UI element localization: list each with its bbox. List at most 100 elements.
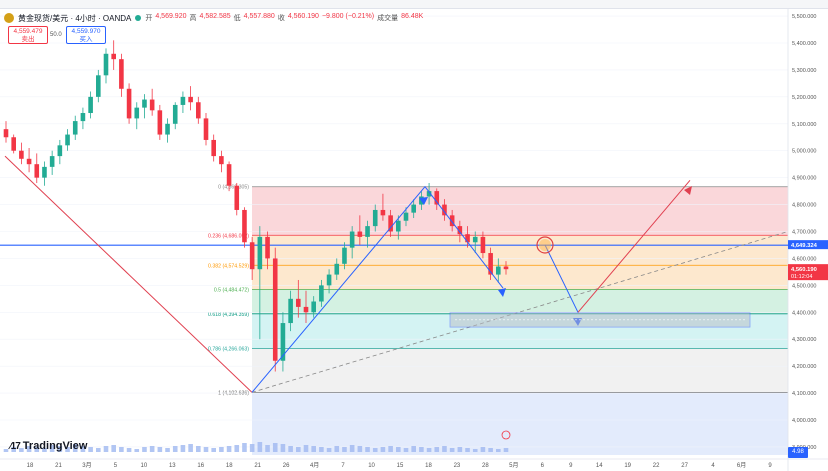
gold-coin-icon [4,13,14,23]
candle-body [96,75,101,97]
symbol-legend: 黄金现货/美元 · 4小时 · OANDA 开 4,569.920 高 4,582.… [4,11,423,25]
x-tick-label: 18 [425,463,432,469]
y-tick-label: 4,400.000 [792,310,816,316]
volume-bar [434,447,440,452]
y-tick-label: 4,300.000 [792,337,816,343]
x-tick-label: 28 [482,463,489,469]
volume-bar [472,449,478,452]
candle-body [249,242,255,270]
y-tick-label: 4,600.000 [792,256,816,262]
candle-body [372,209,378,227]
candle-body [472,236,478,243]
volume-bar [72,444,78,452]
volume-bar [196,446,201,452]
volume-bar [126,448,132,452]
volume-bar [26,446,32,452]
y-tick-label: 5,200.000 [792,95,816,101]
price-axis-label: 4,649.324 [791,243,818,249]
buy-button[interactable]: 4,559.970 买入 [66,26,106,44]
highlight-circle [536,236,554,254]
candle-body [334,263,340,275]
x-tick-label: 27 [681,463,688,469]
candle-body [219,156,224,165]
volume-bar [257,442,263,452]
corner-badge[interactable]: 4.98 [788,447,808,458]
candle-body [157,110,163,135]
candle-body [111,53,116,60]
volume-bar [157,447,163,452]
wave-path [251,185,504,393]
y-tick-label: 5,300.000 [792,68,816,74]
volume-bar [403,448,409,452]
candle-body [11,137,16,151]
volume-bar [111,445,116,452]
volume-bar [388,446,393,452]
candle-body [388,215,393,232]
price-label-bg [788,240,828,250]
candle-body [65,134,70,146]
candle-body [196,102,201,119]
volume-bar [103,446,109,452]
x-tick-label: 9 [768,463,772,469]
candle-body [342,247,347,264]
candle-body [311,301,316,313]
volume-bar [480,447,486,452]
tradingview-logo[interactable]: ⁄17 TradingView [10,440,87,452]
volume-bar [319,447,324,452]
fib-level-label: 0.236 (4,686.052) [208,233,249,239]
candle-body [72,121,78,135]
volume-bar [465,448,470,452]
x-tick-label: 15 [397,463,404,469]
volume-bar [180,445,186,452]
volume-bar [219,447,224,452]
candle-body [226,164,232,186]
x-tick-label: 4 [711,463,715,469]
candle-body [211,139,216,157]
volume-bar [249,444,255,452]
volume-bar [349,445,355,452]
candle-body [365,226,370,237]
fib-level-label: 0.5 (4,484.472) [214,288,249,294]
price-axis-label: 4,560.190 [791,267,817,273]
projection-line-up [577,180,691,313]
volume-bar [288,446,293,452]
fib-zone [252,392,788,455]
volume-bar [419,447,424,452]
volume-bar [242,443,247,452]
sell-button[interactable]: 4,559.479 卖出 [8,26,48,44]
candle-body [357,231,363,237]
x-tick-label: 23 [454,463,461,469]
candle-body [480,236,486,254]
arrow-head-icon [419,197,428,205]
x-tick-label: 10 [141,463,148,469]
candle-body [457,226,463,235]
fib-zone [252,235,788,266]
buy-label: 买入 [79,36,93,43]
candle-body [57,145,63,157]
ohlc-high-value: 4,582.585 [199,13,231,20]
candle-body [442,204,447,216]
y-tick-label: 4,800.000 [792,203,816,209]
top-toolbar [0,0,828,9]
x-tick-label: 7 [341,463,345,469]
volume-bar [303,445,309,452]
arrow-head-icon [684,186,692,195]
volume-bar [134,449,140,452]
candle-body [503,266,509,270]
candle-body [172,104,178,124]
candle-body [103,53,109,76]
candle-body [288,298,293,324]
candle-body [126,88,132,119]
volume-bar [226,446,232,452]
trend-line-down [4,155,253,393]
volume-bar [188,444,193,452]
instrument-title[interactable]: 黄金现货/美元 · 4小时 · OANDA [18,13,132,23]
y-tick-label: 5,400.000 [792,41,816,47]
volume-bar [380,447,386,452]
fib-level-label: 0.382 (4,574.529) [208,263,249,269]
x-tick-label: 6月 [737,462,746,469]
candle-body [42,166,47,178]
volume-bar [457,447,463,452]
candle-body [234,185,240,210]
